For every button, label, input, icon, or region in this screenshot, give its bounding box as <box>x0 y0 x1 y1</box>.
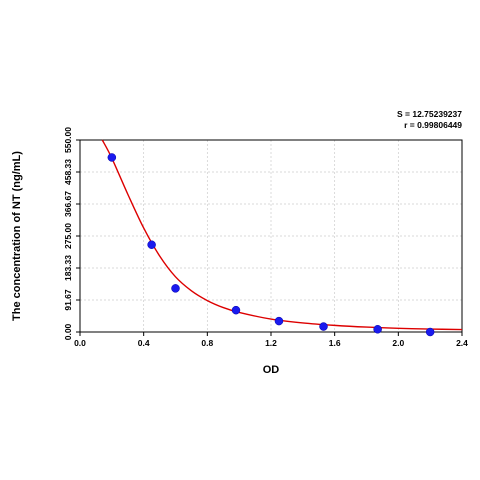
data-point <box>274 316 284 326</box>
y-tick-label: 366.67 <box>63 191 73 217</box>
x-tick-label: 0.0 <box>74 338 86 348</box>
y-tick-label: 275.00 <box>63 223 73 249</box>
data-point <box>171 284 180 293</box>
y-axis-ticks: 0.00 91.67 183.33 275.00 366.67 458.33 550.00 <box>63 127 80 340</box>
x-tick-label: 2.0 <box>392 338 404 348</box>
stat-s-label: S = 12.75239237 <box>397 109 462 119</box>
data-point <box>425 327 435 337</box>
y-tick-label: 0.00 <box>63 323 73 340</box>
y-tick-label: 550.00 <box>63 127 73 153</box>
data-point <box>319 322 328 331</box>
grid <box>80 140 462 332</box>
fit-curve-line <box>101 139 463 331</box>
x-axis-title: OD <box>263 364 280 376</box>
x-axis-ticks: 0.0 0.4 0.8 1.2 1.6 2.0 2.4 <box>74 332 468 348</box>
data-point <box>373 325 382 334</box>
stat-r-label: r = 0.99806449 <box>404 120 462 130</box>
data-point <box>147 240 156 249</box>
y-axis-title: The concentration of NT (ng/mL) <box>11 151 23 321</box>
data-point <box>231 305 241 315</box>
x-tick-label: 2.4 <box>456 338 468 348</box>
x-tick-label: 0.4 <box>138 338 150 348</box>
y-tick-label: 183.33 <box>63 255 73 281</box>
y-tick-label: 91.67 <box>63 289 73 311</box>
x-tick-label: 0.8 <box>201 338 213 348</box>
x-tick-label: 1.6 <box>329 338 341 348</box>
data-point <box>107 153 117 162</box>
data-points <box>107 153 435 337</box>
x-tick-label: 1.2 <box>265 338 277 348</box>
y-tick-label: 458.33 <box>63 159 73 185</box>
